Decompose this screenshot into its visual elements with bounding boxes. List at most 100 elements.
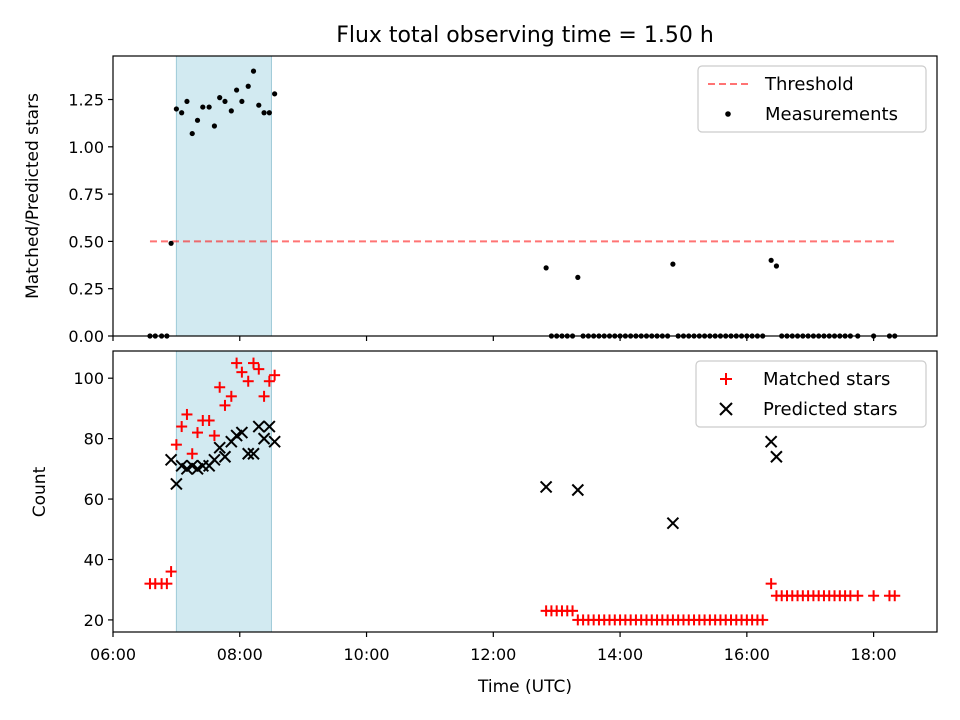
measurement-point <box>543 265 549 271</box>
measurement-point <box>168 240 174 246</box>
matched-star-point <box>269 369 281 381</box>
predicted-star-point <box>242 447 255 460</box>
observing-band-bottom <box>175 350 272 633</box>
predicted-star-point <box>539 480 553 494</box>
measurement-point <box>256 102 262 108</box>
measurement-point <box>245 83 251 89</box>
matched-star-point <box>165 566 177 578</box>
matched-star-point <box>225 390 237 402</box>
matched-star-point <box>170 439 182 451</box>
predicted-star-point <box>571 483 585 497</box>
top-y-axis: 0.00 0.25 0.50 0.75 1.00 1.25 <box>68 91 113 346</box>
predicted-star-point <box>268 435 281 448</box>
predicted-star-point <box>247 447 260 460</box>
predicted-star-point <box>164 453 178 466</box>
matched-star-point <box>258 390 270 402</box>
matched-star-point <box>236 366 248 378</box>
measurement-point <box>773 263 780 269</box>
matched-star-point <box>203 414 215 426</box>
predicted-star-point <box>218 450 232 463</box>
matched-star-point <box>852 590 864 602</box>
bottom-y-tick-label: 60 <box>84 490 104 509</box>
legend-matched-swatch <box>720 373 732 385</box>
predicted-stars-series <box>164 420 783 530</box>
x-tick-label: 08:00 <box>217 645 263 664</box>
matched-star-point <box>242 375 254 387</box>
predicted-star-point <box>263 420 276 433</box>
top-y-axis-label: Matched/Predicted stars <box>23 93 43 299</box>
bottom-panel: 20 40 60 80 100 06:00 08:00 10:00 12:00 14:00 16:… <box>30 350 938 697</box>
matched-star-point <box>868 590 880 602</box>
measurement-point <box>211 123 218 129</box>
measurement-point <box>206 104 212 110</box>
predicted-star-point <box>235 426 249 439</box>
legend-matched-label: Matched stars <box>763 369 890 390</box>
measurement-point <box>184 98 190 105</box>
measurement-point <box>228 108 234 114</box>
top-legend-box <box>697 65 927 133</box>
bottom-legend-box <box>695 360 927 428</box>
measurement-point <box>200 104 206 110</box>
top-y-tick-label: 0.75 <box>68 185 104 204</box>
measurement-point <box>670 261 676 267</box>
matched-star-point <box>889 590 901 602</box>
predicted-star-point <box>770 450 783 463</box>
top-y-tick-label: 0.00 <box>68 327 104 346</box>
bottom-plot-frame <box>112 350 938 633</box>
matched-star-point <box>757 614 769 626</box>
x-tick-label: 10:00 <box>343 645 389 664</box>
matched-star-point <box>263 375 275 387</box>
measurement-point <box>261 110 267 116</box>
measurement-point <box>189 130 195 137</box>
bottom-y-tick-label: 80 <box>84 430 104 449</box>
x-tick-label: 16:00 <box>724 645 770 664</box>
predicted-star-point <box>666 517 680 530</box>
predicted-star-point <box>213 441 226 454</box>
matched-star-point <box>208 430 220 442</box>
legend-measurements-swatch <box>725 111 731 117</box>
measurement-point <box>217 95 223 101</box>
bottom-y-axis: 20 40 60 80 100 <box>73 369 113 630</box>
bottom-y-axis-label: Count <box>30 466 50 517</box>
top-y-tick-label: 1.00 <box>68 138 104 157</box>
top-panel: 0.00 0.25 0.50 0.75 1.00 1.25 Matched/Predict… <box>23 55 938 346</box>
measurement-point <box>575 274 581 280</box>
predicted-star-point <box>170 477 183 491</box>
legend-measurements-label: Measurements <box>765 104 898 125</box>
top-y-tick-label: 0.25 <box>68 280 104 299</box>
matched-star-point <box>219 399 231 411</box>
measurement-point <box>179 110 185 116</box>
legend-predicted-label: Predicted stars <box>763 399 897 420</box>
observing-band-top <box>175 55 272 337</box>
x-tick-label: 12:00 <box>470 645 516 664</box>
measurement-point <box>266 110 272 116</box>
matched-star-point <box>248 357 260 369</box>
matched-star-point <box>161 578 173 590</box>
matched-star-point <box>231 357 243 369</box>
top-y-tick-label: 1.25 <box>68 91 104 110</box>
matched-star-point <box>192 427 204 439</box>
matched-star-point <box>253 363 265 375</box>
legend-predicted-swatch <box>719 402 733 416</box>
measurement-point <box>194 117 201 123</box>
matched-star-point <box>176 421 188 433</box>
predicted-star-point <box>252 420 265 433</box>
measurement-point <box>222 98 228 105</box>
top-plot-frame <box>112 55 938 337</box>
matched-star-point <box>186 448 198 460</box>
bottom-legend: Matched stars Predicted stars <box>695 360 927 428</box>
matched-star-point <box>567 605 579 617</box>
x-tick-label: 06:00 <box>90 645 136 664</box>
top-x-ticks <box>112 336 875 341</box>
measurement-point <box>234 87 240 93</box>
matched-stars-series <box>144 357 901 626</box>
predicted-star-point <box>764 435 778 448</box>
matched-star-point <box>765 578 777 590</box>
predicted-star-point <box>208 453 221 466</box>
measurement-point <box>272 91 278 97</box>
x-tick-label: 14:00 <box>597 645 643 664</box>
bottom-y-tick-label: 100 <box>73 369 104 388</box>
top-legend: Threshold Measurements <box>697 65 927 133</box>
matched-star-point <box>181 408 193 420</box>
measurement-point <box>250 68 257 74</box>
